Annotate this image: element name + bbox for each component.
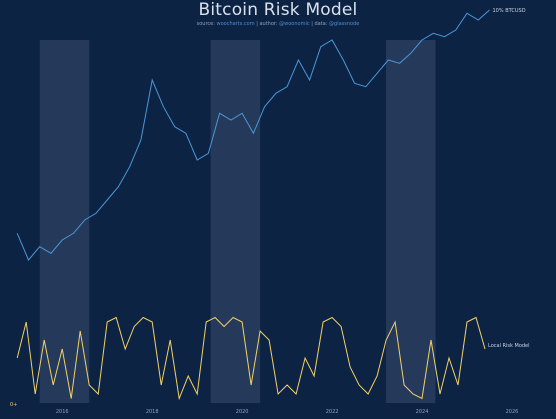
source-link[interactable]: woocharts.com bbox=[216, 21, 255, 27]
chart-subtitle: source: woocharts.com | author: @woonomi… bbox=[0, 21, 556, 27]
shaded-period-2 bbox=[210, 40, 261, 403]
x-tick-label: 2026 bbox=[506, 409, 519, 415]
x-tick-2016: 2016 bbox=[56, 409, 69, 415]
x-tick-2022: 2022 bbox=[326, 409, 339, 415]
shaded-period-3 bbox=[386, 40, 436, 403]
chart-title: Bitcoin Risk Model bbox=[198, 0, 358, 20]
series-labels: 10% BTCUSD Local Risk Model bbox=[488, 8, 530, 349]
price-series-label: 10% BTCUSD bbox=[493, 8, 526, 14]
x-tick-label: 2016 bbox=[56, 409, 69, 415]
data-prefix: | data: bbox=[311, 21, 328, 27]
x-tick-label: 2020 bbox=[236, 409, 249, 415]
x-tick-2026: 2026 bbox=[506, 409, 519, 415]
shaded-period-1 bbox=[39, 40, 90, 403]
shaded-periods bbox=[39, 40, 436, 403]
risk-series bbox=[16, 316, 486, 401]
risk-series-label: Local Risk Model bbox=[488, 343, 530, 349]
x-tick-label: 2022 bbox=[326, 409, 339, 415]
y-tick-label: 0+ bbox=[10, 402, 17, 408]
x-tick-2024: 2024 bbox=[416, 409, 429, 415]
price-series bbox=[16, 9, 490, 261]
risk-line bbox=[16, 316, 486, 401]
x-axis: 2016 2018 2020 2022 2024 2026 0+ bbox=[10, 402, 518, 415]
author-link[interactable]: @woonomic bbox=[279, 21, 310, 27]
data-link[interactable]: @glassnode bbox=[329, 21, 360, 27]
x-tick-label: 2024 bbox=[416, 409, 429, 415]
source-prefix: source: bbox=[196, 21, 215, 27]
author-prefix: | author: bbox=[256, 21, 278, 27]
x-tick-2018: 2018 bbox=[146, 409, 159, 415]
price-line bbox=[16, 9, 490, 261]
x-tick-2020: 2020 bbox=[236, 409, 249, 415]
x-tick-label: 2018 bbox=[146, 409, 159, 415]
